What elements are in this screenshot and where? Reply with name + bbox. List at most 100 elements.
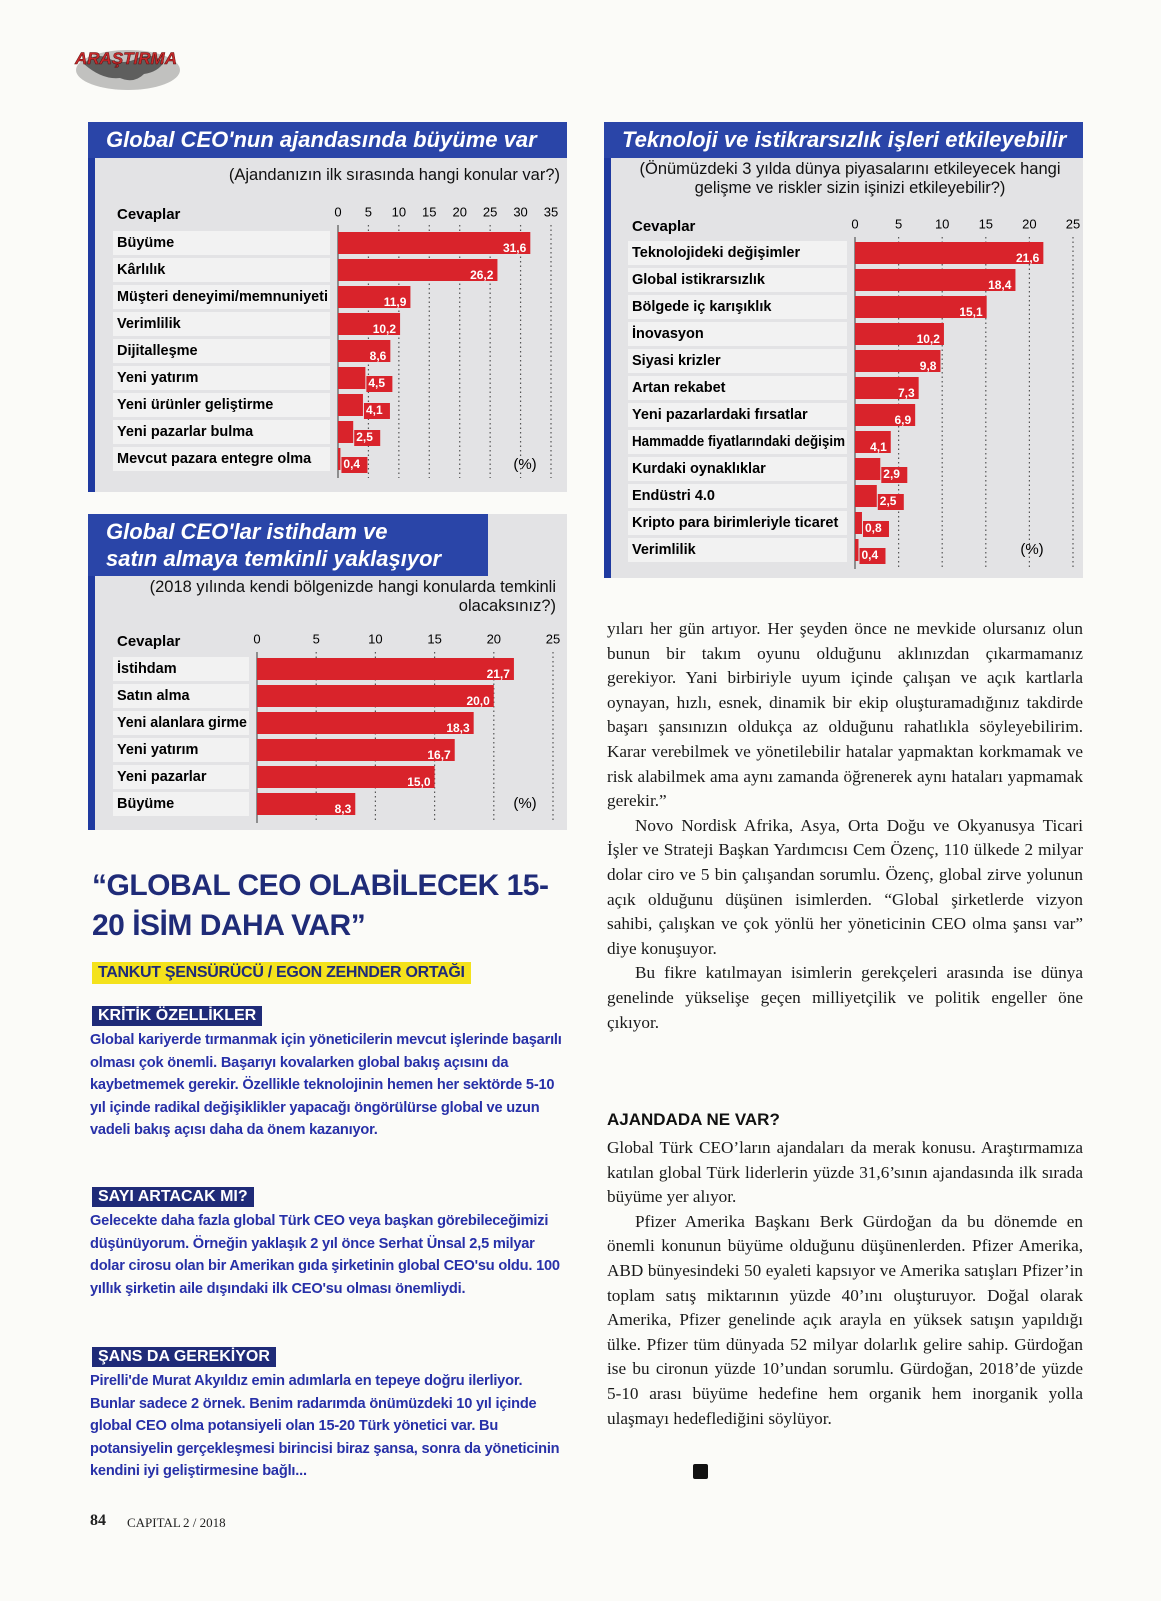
row-band <box>113 339 330 363</box>
chart-stripe <box>604 122 611 578</box>
value-label: 0,4 <box>343 457 360 471</box>
chart-title-bar: Global CEO'lar istihdam ve satın almaya … <box>88 514 488 576</box>
row-band <box>628 322 847 346</box>
category-label: Verimlilik <box>117 316 182 332</box>
section-logo: ARAŞTIRMA <box>74 49 180 90</box>
page-number: 84 <box>90 1512 106 1529</box>
category-label: Kripto para birimleriyle ticaret <box>632 515 838 531</box>
bar <box>257 739 455 761</box>
bar <box>257 766 435 788</box>
issue: 2 / 2018 <box>183 1515 226 1530</box>
unit-label: (%) <box>513 456 536 473</box>
category-label: Yeni yatırım <box>117 370 198 386</box>
bar <box>855 323 944 345</box>
value-label: 0,8 <box>865 521 882 535</box>
category-label: Verimlilik <box>632 542 697 558</box>
value-label: 2,5 <box>356 430 373 444</box>
bar <box>338 448 341 470</box>
bar <box>257 658 514 680</box>
value-label: 11,9 <box>384 295 407 309</box>
row-band <box>113 792 249 816</box>
bar <box>338 259 498 281</box>
bar <box>855 404 916 426</box>
bar <box>338 367 366 389</box>
category-label: Mevcut pazara entegre olma <box>117 451 312 467</box>
category-label: Siyasi krizler <box>632 353 721 369</box>
x-tick-label: 15 <box>979 216 993 231</box>
x-tick-label: 5 <box>895 216 902 231</box>
row-band <box>628 295 847 319</box>
x-tick-label: 30 <box>513 204 527 219</box>
row-band <box>113 231 330 255</box>
logo-map <box>84 55 164 81</box>
unit-label: (%) <box>1020 541 1043 558</box>
bar <box>855 350 941 372</box>
value-label: 2,5 <box>880 494 897 508</box>
row-band <box>628 484 847 508</box>
bar <box>855 269 1016 291</box>
section-body: Gelecekte daha fazla global Türk CEO vey… <box>90 1213 560 1297</box>
end-mark <box>693 1464 708 1479</box>
bar <box>338 340 391 362</box>
interview-headline: “GLOBAL CEO OLABİLECEK 15-20 İSİM DAHA V… <box>92 869 549 942</box>
row-band <box>113 711 249 735</box>
value-label: 10,2 <box>373 322 397 336</box>
bar <box>855 485 877 507</box>
x-tick-label: 0 <box>851 216 858 231</box>
chart-subtitle: (Ajandanızın ilk sırasında hangi konular… <box>228 166 560 184</box>
bar <box>855 377 919 399</box>
category-label: Büyüme <box>117 796 174 812</box>
category-label: Endüstri 4.0 <box>632 488 715 504</box>
value-label: 7,3 <box>898 386 915 400</box>
category-header: Cevaplar <box>117 206 181 223</box>
row-band <box>628 376 847 400</box>
category-label: Dijitalleşme <box>117 343 198 359</box>
bar <box>855 242 1044 264</box>
category-label: Teknolojideki değişimler <box>632 245 800 261</box>
x-tick-label: 10 <box>935 216 949 231</box>
row-band <box>628 538 847 562</box>
value-label: 26,2 <box>470 268 494 282</box>
value-label: 18,4 <box>988 278 1012 292</box>
unit-label: (%) <box>513 795 536 812</box>
value-label-box <box>881 467 908 483</box>
category-label: Yeni yatırım <box>117 742 198 758</box>
value-label: 20,0 <box>466 694 490 708</box>
value-label: 9,8 <box>920 359 937 373</box>
value-label-box <box>341 457 368 473</box>
bar <box>855 458 881 480</box>
row-band <box>628 241 847 265</box>
value-label: 8,3 <box>335 802 352 816</box>
bar <box>338 313 401 335</box>
chart-title-bar: Global CEO'nun ajandasında büyüme var <box>88 122 567 158</box>
bar <box>338 421 354 443</box>
subheading: AJANDADA NE VAR? <box>607 1110 780 1129</box>
category-label: Yeni pazarlar bulma <box>117 424 254 440</box>
value-label: 31,6 <box>503 241 527 255</box>
value-label: 21,7 <box>487 667 511 681</box>
category-label: Bölgede iç karışıklık <box>632 299 772 315</box>
bar <box>855 512 862 534</box>
value-label: 18,3 <box>446 721 470 735</box>
value-label: 10,2 <box>917 332 941 346</box>
category-label: Global istikrarsızlık <box>632 272 766 288</box>
category-label: Yeni ürünler geliştirme <box>117 397 273 413</box>
category-label: Hammadde fiyatlarındaki değişim <box>632 434 845 450</box>
category-label: Müşteri deneyimi/memnuniyeti <box>117 289 328 305</box>
value-label: 16,7 <box>427 748 451 762</box>
chart-subtitle: (2018 yılında kendi bölgenizde hangi kon… <box>149 578 556 615</box>
section-body: Global kariyerde tırmanmak için yönetici… <box>90 1032 562 1139</box>
article-column: yıları her gün artıyor. Her şeyden önce … <box>607 617 1083 1035</box>
section-body: Pirelli'de Murat Akyıldız emin adımlarla… <box>90 1373 560 1480</box>
value-label: 21,6 <box>1016 251 1040 265</box>
value-label-box <box>859 548 886 564</box>
x-tick-label: 15 <box>427 631 441 646</box>
row-band <box>628 268 847 292</box>
value-label: 0,4 <box>861 548 878 562</box>
category-label: Yeni alanlara girme <box>117 715 247 731</box>
interview-byline: TANKUT ŞENSÜRÜCÜ / EGON ZEHNDER ORTAĞI <box>92 962 471 984</box>
x-tick-label: 5 <box>365 204 372 219</box>
x-tick-label: 10 <box>392 204 406 219</box>
chart-subtitle: (Önümüzdeki 3 yılda dünya piyasalarını e… <box>639 160 1061 197</box>
value-label: 15,0 <box>407 775 431 789</box>
